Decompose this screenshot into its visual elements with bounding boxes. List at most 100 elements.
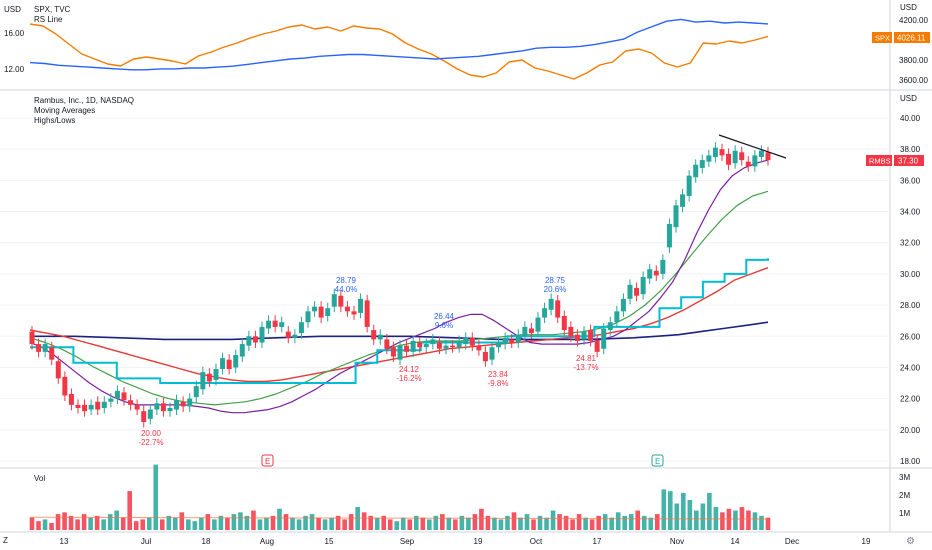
ma-10-line[interactable]	[29, 159, 769, 414]
candle-body[interactable]	[450, 345, 456, 348]
candle-body[interactable]	[528, 328, 534, 334]
volume-bar[interactable]	[400, 517, 406, 530]
candle-body[interactable]	[581, 331, 587, 340]
candle-body[interactable]	[272, 320, 278, 327]
candle-body[interactable]	[75, 404, 81, 408]
candle-body[interactable]	[318, 306, 324, 318]
candle-body[interactable]	[141, 411, 147, 423]
volume-bar[interactable]	[329, 517, 334, 530]
candles[interactable]	[29, 142, 771, 428]
candle-body[interactable]	[732, 150, 738, 164]
candle-body[interactable]	[443, 345, 449, 349]
candle-body[interactable]	[417, 342, 423, 348]
candle-body[interactable]	[588, 330, 594, 341]
candle-body[interactable]	[758, 150, 764, 157]
volume-bar[interactable]	[88, 517, 93, 530]
volume-bar[interactable]	[700, 503, 706, 531]
volume-bar[interactable]	[322, 519, 328, 530]
volume-bar[interactable]	[589, 519, 595, 530]
candle-body[interactable]	[233, 354, 239, 368]
volume-bar[interactable]	[212, 519, 217, 530]
volume-bar[interactable]	[661, 489, 667, 530]
volume-bar[interactable]	[146, 517, 152, 530]
candle-body[interactable]	[95, 401, 101, 410]
candle-body[interactable]	[371, 330, 377, 340]
candle-body[interactable]	[706, 155, 712, 162]
volume-bar[interactable]	[153, 464, 159, 530]
volume-bar[interactable]	[765, 517, 771, 530]
volume-bar[interactable]	[622, 515, 628, 530]
candle-body[interactable]	[206, 373, 212, 382]
volume-bar[interactable]	[446, 517, 452, 530]
candle-body[interactable]	[325, 308, 331, 317]
candle-body[interactable]	[456, 340, 462, 348]
candle-body[interactable]	[574, 334, 580, 341]
volume-bar[interactable]	[205, 514, 211, 530]
volume-bar[interactable]	[231, 514, 237, 530]
earnings-marker-oct[interactable]: E	[651, 454, 664, 467]
candle-body[interactable]	[640, 277, 646, 295]
volume-bar[interactable]	[440, 514, 445, 530]
volume-bar[interactable]	[238, 512, 243, 530]
volume-bar[interactable]	[81, 514, 87, 530]
volume-bar[interactable]	[752, 512, 758, 530]
candle-body[interactable]	[699, 160, 705, 168]
candle-body[interactable]	[114, 390, 120, 399]
candle-body[interactable]	[200, 372, 206, 390]
volume-bar[interactable]	[368, 515, 373, 530]
candle-body[interactable]	[49, 347, 55, 360]
volume-bar[interactable]	[296, 519, 302, 530]
candle-body[interactable]	[653, 270, 659, 276]
volume-bar[interactable]	[290, 517, 295, 530]
candle-body[interactable]	[673, 205, 679, 228]
volume-bar[interactable]	[36, 521, 41, 530]
candle-body[interactable]	[180, 401, 186, 407]
volume-bar[interactable]	[420, 517, 426, 530]
candle-body[interactable]	[312, 306, 318, 312]
volume-bar[interactable]	[186, 519, 191, 530]
volume-bar[interactable]	[479, 508, 484, 530]
volume-bar[interactable]	[615, 512, 621, 530]
candle-body[interactable]	[430, 339, 436, 345]
price-axis[interactable]: 40.00 38.00 36.00 34.00 32.00 30.00 28.00 26.00…	[900, 114, 921, 466]
candle-body[interactable]	[693, 164, 699, 178]
volume-bar[interactable]	[576, 514, 582, 530]
volume-bar[interactable]	[628, 514, 634, 530]
volume-bar[interactable]	[596, 515, 601, 530]
volume-bar[interactable]	[192, 521, 198, 530]
candle-body[interactable]	[266, 320, 272, 329]
candle-body[interactable]	[29, 331, 35, 345]
candle-body[interactable]	[154, 403, 160, 410]
candle-body[interactable]	[726, 153, 732, 165]
volume-bar[interactable]	[374, 517, 380, 530]
candle-body[interactable]	[358, 298, 364, 313]
volume-bar[interactable]	[505, 515, 510, 530]
candle-body[interactable]	[390, 347, 396, 357]
volume-bar[interactable]	[335, 515, 341, 530]
candle-body[interactable]	[101, 401, 107, 408]
top-legend-indicator[interactable]: RS Line	[34, 15, 63, 24]
volume-bar[interactable]	[570, 519, 575, 530]
candle-body[interactable]	[627, 284, 633, 299]
candle-body[interactable]	[121, 392, 127, 401]
volume-bar[interactable]	[648, 517, 654, 530]
volume-bar[interactable]	[511, 512, 517, 530]
volume-bar[interactable]	[492, 517, 497, 530]
volume-bar[interactable]	[394, 521, 400, 530]
candle-body[interactable]	[68, 393, 74, 405]
volume-bar[interactable]	[303, 515, 308, 530]
candle-body[interactable]	[436, 342, 442, 349]
candle-body[interactable]	[292, 334, 298, 338]
volume-bar[interactable]	[407, 519, 413, 530]
candle-body[interactable]	[686, 175, 692, 196]
volume-bar[interactable]	[387, 519, 393, 530]
candle-body[interactable]	[647, 269, 653, 279]
volume-bar[interactable]	[563, 515, 569, 530]
ma-21-line[interactable]	[29, 190, 769, 406]
candle-body[interactable]	[509, 339, 515, 343]
candle-body[interactable]	[377, 334, 383, 340]
candle-body[interactable]	[108, 398, 114, 402]
candle-body[interactable]	[548, 298, 554, 310]
volume-bar[interactable]	[94, 515, 100, 530]
volume-bar[interactable]	[68, 515, 74, 530]
